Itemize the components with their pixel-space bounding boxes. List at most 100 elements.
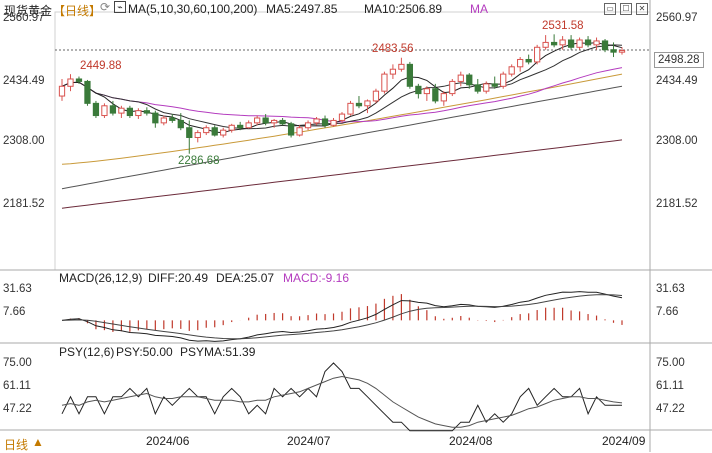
macd-label: MACD(26,12,9) (59, 271, 143, 285)
macd-diff-line (61, 291, 623, 342)
x-tick-1: 2024/06 (146, 434, 190, 448)
candle (432, 83, 439, 104)
psyma-line (61, 375, 623, 428)
candle (101, 103, 108, 118)
candle (254, 115, 261, 126)
psy-tick-left-2: 61.11 (3, 380, 31, 392)
candle-body (287, 123, 295, 136)
psy-line (61, 362, 622, 432)
candle-body (177, 119, 184, 129)
candle (160, 115, 167, 126)
candle-body (457, 74, 464, 82)
candle (517, 57, 524, 72)
y-tick-right-3: 2308.00 (656, 135, 698, 147)
candle-body (152, 112, 159, 124)
candle (364, 99, 371, 114)
candle (194, 130, 201, 143)
candle-body (67, 78, 74, 87)
period-button[interactable]: 日线 (4, 438, 29, 452)
candle (75, 76, 83, 84)
period-dropdown-icon[interactable]: ▲ (32, 435, 44, 449)
candle-body (483, 83, 490, 92)
macd-dea: DEA:25.07 (216, 271, 275, 285)
candle-body (203, 127, 210, 134)
y-tick-right-4: 2181.52 (656, 198, 698, 210)
ma-more-label: MA (470, 2, 488, 16)
candle-body (466, 74, 473, 86)
ma-settings-label[interactable]: MA(5,10,30,60,100,200) (128, 2, 258, 16)
psy-tick-right-2: 61.11 (656, 380, 684, 392)
candle (92, 100, 100, 118)
candle (109, 100, 117, 116)
candle-body (118, 107, 125, 114)
candle (398, 57, 405, 72)
candle-body (576, 39, 583, 48)
candle-body (211, 127, 218, 136)
x-tick-2: 2024/07 (287, 434, 331, 448)
x-tick-4: 2024/09 (602, 434, 646, 448)
macd-value: MACD:-9.16 (283, 271, 350, 285)
candle-body (372, 90, 380, 102)
candle (406, 61, 414, 89)
minimize-icon[interactable]: ▭ (604, 3, 616, 15)
candle (559, 36, 566, 50)
period-label[interactable]: 【日线】 (53, 4, 102, 18)
candle-body (534, 46, 541, 63)
candle-body (160, 117, 167, 124)
macd-tick-left-1: 31.63 (3, 283, 32, 295)
psy-label: PSY(12,6) (59, 345, 115, 359)
candle (135, 108, 142, 119)
candle (143, 107, 150, 116)
candle-body (237, 124, 244, 129)
candle-body (500, 73, 507, 87)
candle (525, 54, 532, 65)
candle-body (525, 58, 532, 63)
candle-body (423, 88, 430, 95)
candle-body (143, 110, 150, 114)
annotation-high-2: 2483.56 (372, 43, 414, 55)
candle (500, 71, 507, 89)
candle-body (618, 50, 626, 53)
candle-body (601, 40, 609, 51)
close-icon[interactable]: ✕ (636, 3, 648, 15)
candle-body (126, 107, 134, 117)
candle (67, 74, 74, 92)
candle (576, 37, 583, 50)
candle (415, 83, 422, 99)
psy-tick-right-1: 75.00 (656, 357, 685, 369)
chart-type-icon[interactable]: ⌁ (114, 1, 126, 13)
candle-body (228, 124, 235, 131)
candle-body (313, 118, 320, 124)
candle-body (406, 63, 414, 87)
candle (220, 127, 227, 138)
candle (321, 115, 329, 128)
candle (304, 120, 312, 131)
candle (423, 86, 430, 101)
y-tick-left-3: 2308.00 (3, 135, 45, 147)
annotation-high-3: 2531.58 (542, 20, 584, 32)
candle (601, 38, 609, 53)
candle-body (101, 105, 108, 117)
candle (347, 100, 354, 116)
refresh-icon[interactable]: ⟳ (100, 0, 111, 14)
candle-body (449, 80, 456, 95)
maximize-icon[interactable]: ☐ (620, 3, 632, 15)
candle (567, 35, 575, 50)
candle (491, 76, 498, 89)
candle-body (508, 66, 515, 75)
candle (389, 64, 397, 79)
candle-body (296, 127, 303, 136)
candle (118, 105, 125, 118)
y-tick-right-2: 2434.49 (656, 75, 698, 87)
psy-tick-left-3: 47.22 (3, 403, 32, 415)
candle (84, 79, 91, 106)
candle-body (593, 40, 600, 46)
candle-body (84, 80, 91, 104)
candle (177, 113, 184, 131)
macd-diff: DIFF:20.49 (148, 271, 209, 285)
candle (237, 121, 244, 131)
candle (228, 123, 235, 133)
candle (542, 35, 549, 50)
